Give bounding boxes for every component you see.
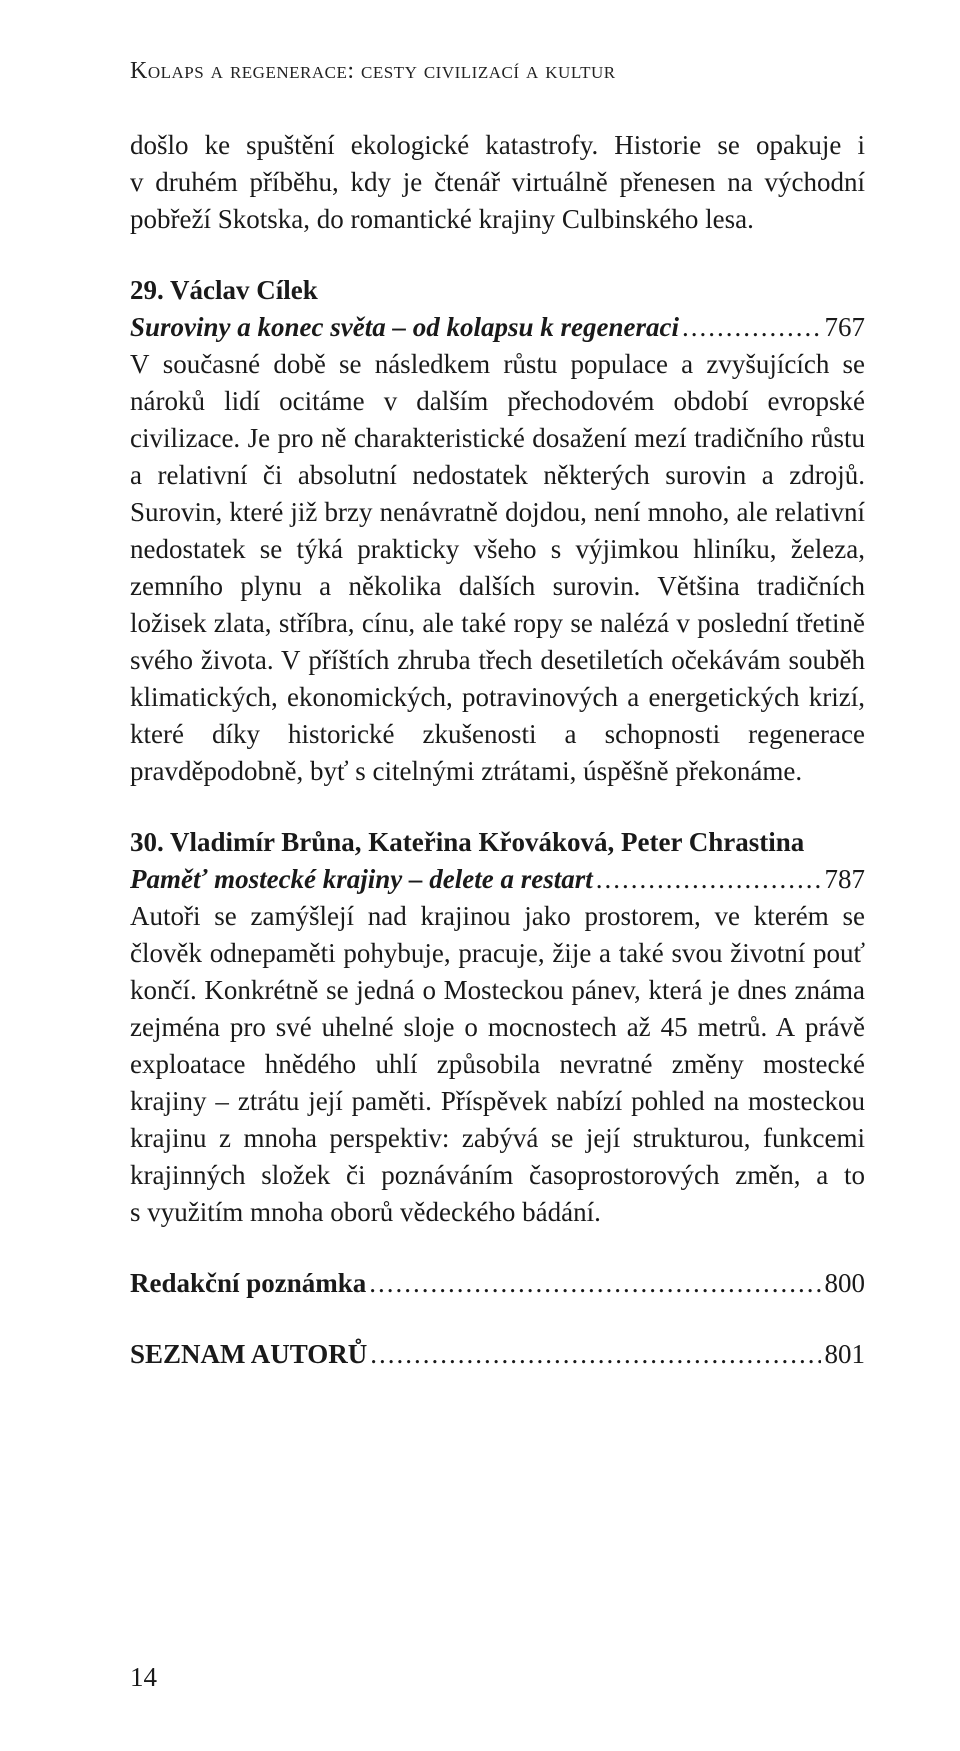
entry-30-page: 787	[821, 861, 866, 898]
entry-29-page: 767	[821, 309, 866, 346]
seznam-label: SEZNAM AUTORŮ	[130, 1336, 367, 1373]
entry-29: 29. Václav Cílek Suroviny a konec světa …	[130, 272, 865, 790]
page-number: 14	[130, 1662, 157, 1693]
toc-dots	[593, 861, 821, 898]
toc-dots	[679, 309, 821, 346]
entry-30-authors-text: 30. Vladimír Brůna, Kateřina Křováková, …	[130, 827, 804, 857]
entry-28-abstract-continuation: došlo ke spuštění ekologické katastrofy.…	[130, 127, 865, 238]
entry-30-abstract: Autoři se zamýšlejí nad krajinou jako pr…	[130, 898, 865, 1231]
redakcni-label: Redakční poznámka	[130, 1265, 366, 1302]
entry-28-continuation: došlo ke spuštění ekologické katastrofy.…	[130, 127, 865, 238]
entry-30-subtitle: Paměť mostecké krajiny – delete a restar…	[130, 861, 593, 898]
page: Kolaps a regenerace: cesty civilizací a …	[0, 0, 960, 1751]
entry-29-toc-row: Suroviny a konec světa – od kolapsu k re…	[130, 309, 865, 346]
running-header: Kolaps a regenerace: cesty civilizací a …	[130, 58, 865, 85]
entry-29-subtitle: Suroviny a konec světa – od kolapsu k re…	[130, 309, 679, 346]
redakcni-poznamka-row: Redakční poznámka 800	[130, 1265, 865, 1302]
seznam-autoru-row: SEZNAM AUTORŮ 801	[130, 1336, 865, 1373]
seznam-page: 801	[821, 1336, 866, 1373]
entry-29-authors: 29. Václav Cílek	[130, 272, 865, 309]
entry-30-authors: 30. Vladimír Brůna, Kateřina Křováková, …	[130, 824, 865, 861]
redakcni-page: 800	[821, 1265, 866, 1302]
toc-dots	[367, 1336, 820, 1373]
entry-29-authors-text: 29. Václav Cílek	[130, 275, 318, 305]
entry-30: 30. Vladimír Brůna, Kateřina Křováková, …	[130, 824, 865, 1231]
entry-29-abstract: V současné době se následkem růstu popul…	[130, 346, 865, 790]
entry-30-toc-row: Paměť mostecké krajiny – delete a restar…	[130, 861, 865, 898]
toc-dots	[366, 1265, 820, 1302]
